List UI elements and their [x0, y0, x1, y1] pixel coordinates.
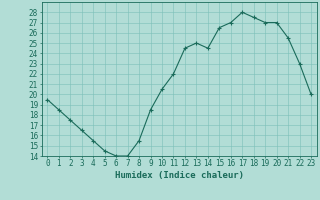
X-axis label: Humidex (Indice chaleur): Humidex (Indice chaleur): [115, 171, 244, 180]
